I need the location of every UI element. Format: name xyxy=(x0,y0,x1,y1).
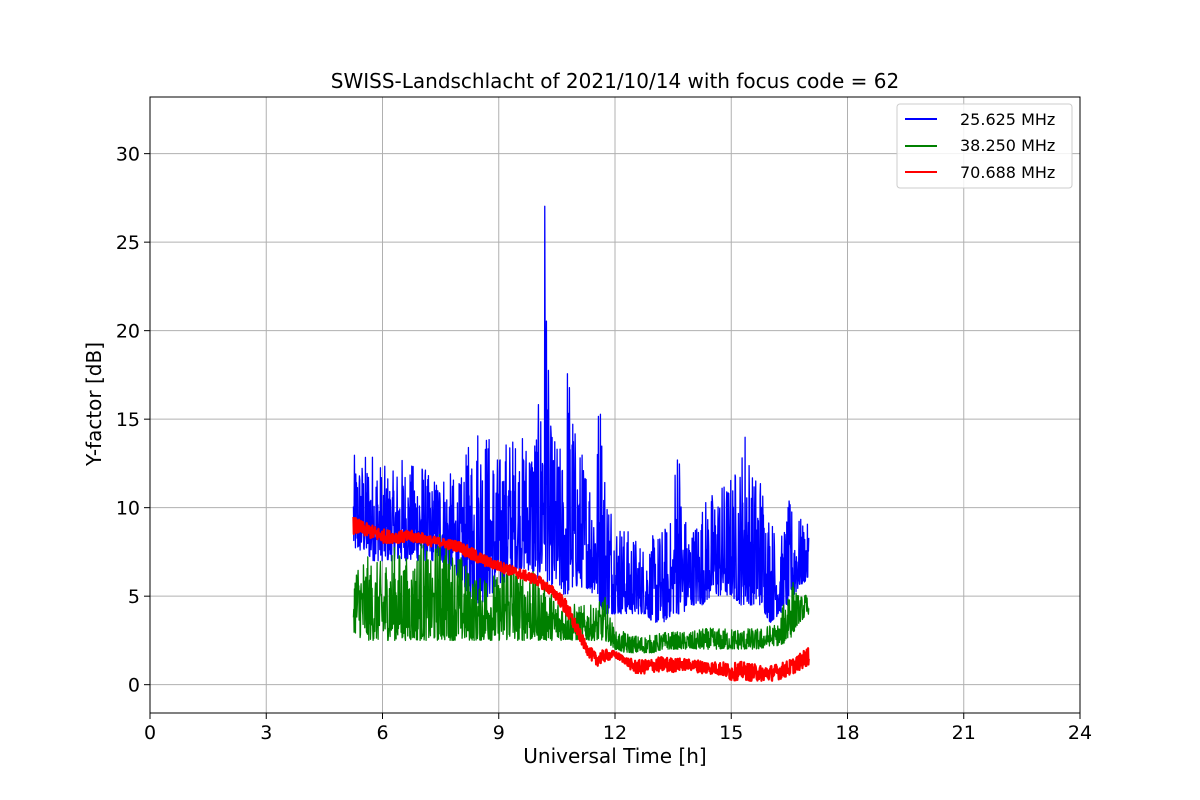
series-line-0 xyxy=(352,205,810,623)
chart-title: SWISS-Landschlacht of 2021/10/14 with fo… xyxy=(331,69,899,93)
series-line-1 xyxy=(352,533,810,654)
x-tick-label: 0 xyxy=(144,722,156,744)
legend-label-series-1: 38.250 MHz xyxy=(960,136,1055,155)
y-tick-label: 15 xyxy=(116,409,140,431)
y-tick-label: 30 xyxy=(116,144,140,166)
y-tick-label: 0 xyxy=(128,675,140,697)
x-tick-label: 9 xyxy=(493,722,505,744)
x-tick-label: 3 xyxy=(260,722,272,744)
y-tick-label: 25 xyxy=(116,232,140,254)
x-tick-label: 6 xyxy=(376,722,388,744)
series-line-2 xyxy=(352,516,810,682)
ticks: 0 3 6 9 12 15 18 21 24 0 5 10 15 20 25 30 xyxy=(116,144,1092,744)
y-tick-label: 20 xyxy=(116,321,140,343)
x-tick-label: 15 xyxy=(719,722,743,744)
x-tick-label: 21 xyxy=(952,722,976,744)
legend: 25.625 MHz 38.250 MHz 70.688 MHz xyxy=(896,103,1073,189)
legend-box xyxy=(896,103,1073,189)
grid xyxy=(149,97,1081,713)
legend-label-series-2: 70.688 MHz xyxy=(960,163,1055,182)
legend-label-series-0: 25.625 MHz xyxy=(960,110,1055,129)
x-tick-label: 24 xyxy=(1068,722,1092,744)
x-axis-label: Universal Time [h] xyxy=(523,744,706,768)
y-tick-label: 10 xyxy=(116,498,140,520)
x-tick-label: 18 xyxy=(835,722,859,744)
x-tick-label: 12 xyxy=(603,722,627,744)
series-layer xyxy=(352,205,810,682)
y-axis-label: Y-factor [dB] xyxy=(82,342,106,467)
y-tick-label: 5 xyxy=(128,586,140,608)
